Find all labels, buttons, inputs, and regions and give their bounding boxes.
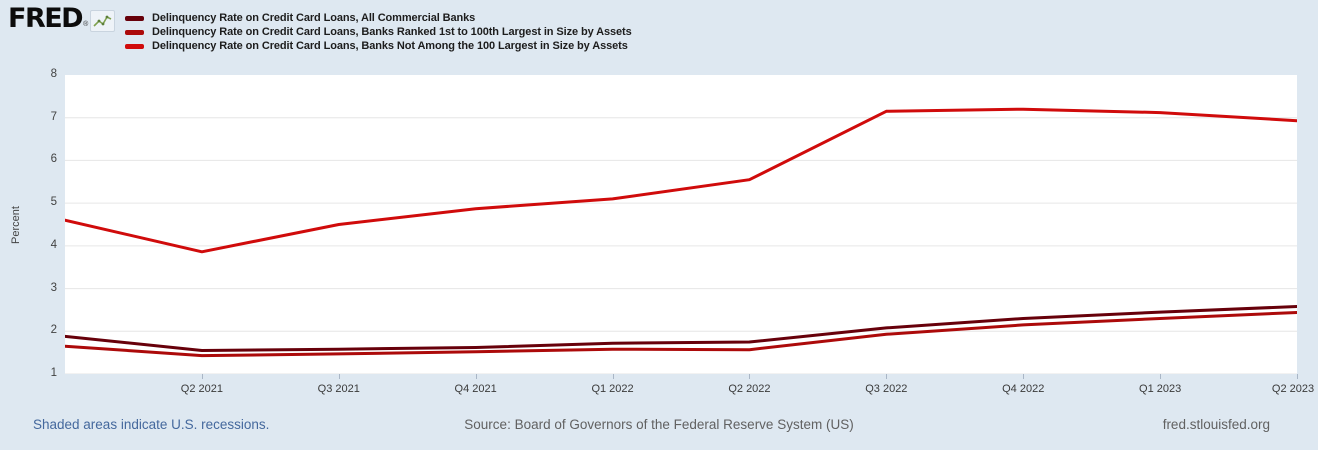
y-tick-label: 2	[50, 324, 57, 337]
legend-item-label: Delinquency Rate on Credit Card Loans, A…	[152, 12, 476, 24]
legend-item-label: Delinquency Rate on Credit Card Loans, B…	[152, 26, 632, 38]
legend-color-swatch	[125, 29, 144, 35]
legend-item-label: Delinquency Rate on Credit Card Loans, B…	[152, 40, 628, 52]
x-tick-label: Q1 2023	[1139, 383, 1182, 395]
y-tick-label: 7	[50, 110, 57, 123]
y-tick-label: 3	[50, 281, 57, 294]
x-tick-mark	[338, 374, 340, 379]
y-tick-label: 6	[50, 153, 57, 166]
registered-trademark-icon: ®	[83, 21, 89, 28]
fred-site-link[interactable]: fred.stlouisfed.org	[1162, 417, 1270, 432]
x-tick-mark	[1297, 374, 1298, 379]
legend-color-swatch	[125, 15, 144, 21]
x-tick-mark	[749, 374, 751, 379]
x-tick-mark	[886, 374, 888, 379]
sparkline-chart-icon	[90, 10, 116, 32]
fred-logo[interactable]: FRED ®	[8, 3, 116, 34]
fred-logo-text: FRED	[8, 3, 84, 34]
x-tick-label: Q1 2022	[591, 383, 634, 395]
y-tick-label: 4	[50, 238, 57, 251]
y-tick-label: 8	[50, 68, 57, 80]
plot-area[interactable]	[65, 75, 1297, 374]
x-tick-label: Q4 2022	[1002, 383, 1045, 395]
x-tick-mark	[201, 374, 203, 379]
chart-legend: Delinquency Rate on Credit Card Loans, A…	[125, 11, 632, 53]
x-tick-label: Q3 2021	[317, 383, 360, 395]
y-tick-label: 1	[50, 367, 57, 379]
x-tick-mark	[1160, 374, 1162, 379]
chart-footer: Shaded areas indicate U.S. recessions. S…	[0, 414, 1318, 436]
legend-item: Delinquency Rate on Credit Card Loans, B…	[125, 39, 632, 53]
x-tick-mark	[475, 374, 477, 379]
source-attribution: Source: Board of Governors of the Federa…	[464, 417, 854, 432]
x-tick-label: Q4 2021	[454, 383, 497, 395]
y-tick-label: 5	[50, 196, 57, 209]
legend-item: Delinquency Rate on Credit Card Loans, A…	[125, 11, 632, 25]
line-chart	[65, 107, 1297, 374]
recessions-note-link[interactable]: Shaded areas indicate U.S. recessions.	[33, 417, 270, 432]
x-tick-label: Q3 2022	[865, 383, 908, 395]
legend-color-swatch	[125, 43, 144, 49]
x-tick-mark	[612, 374, 614, 379]
x-tick-label: Q2 2022	[728, 383, 771, 395]
x-tick-label: Q2 2023	[1271, 383, 1315, 395]
legend-item: Delinquency Rate on Credit Card Loans, B…	[125, 25, 632, 39]
x-tick-mark	[1023, 374, 1025, 379]
x-tick-label: Q2 2021	[180, 383, 223, 395]
